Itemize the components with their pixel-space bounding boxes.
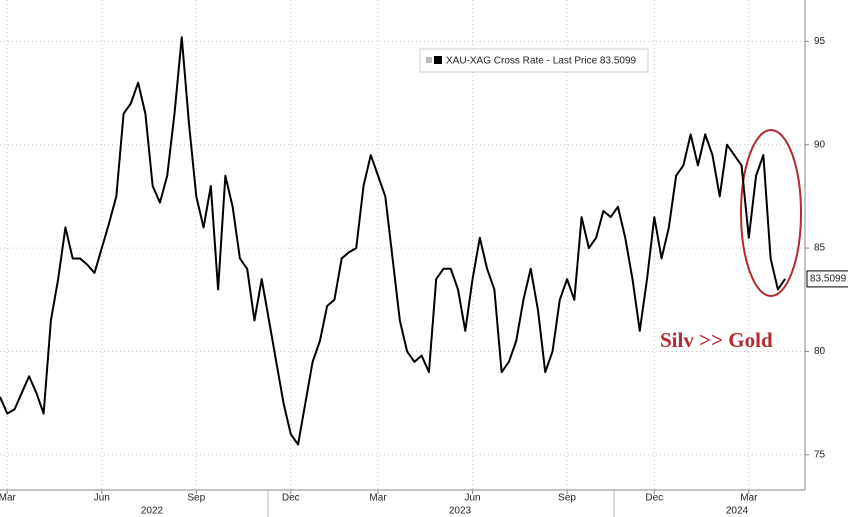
x-tick-label: Mar — [0, 493, 17, 504]
y-tick-label: 95 — [814, 36, 826, 47]
highlight-ellipse — [740, 129, 802, 297]
x-tick-label: Jun — [94, 493, 110, 504]
y-tick-label: 90 — [814, 139, 826, 150]
x-tick-label: Sep — [187, 493, 205, 504]
last-price-box — [806, 270, 848, 288]
legend-icon — [426, 57, 432, 63]
x-tick-label: Mar — [740, 493, 758, 504]
year-label: 2022 — [141, 506, 164, 517]
x-tick-label: Jun — [464, 493, 480, 504]
y-tick-label: 75 — [814, 449, 826, 460]
last-price-label: 83.5099 — [810, 274, 847, 285]
price-line — [0, 36, 786, 446]
legend-box — [419, 48, 649, 73]
x-tick-label: Mar — [369, 493, 387, 504]
legend-swatch — [434, 56, 442, 64]
x-tick-label: Dec — [282, 493, 300, 504]
x-tick-label: Dec — [645, 493, 663, 504]
year-label: 2024 — [726, 506, 749, 517]
year-label: 2023 — [449, 506, 472, 517]
y-tick-label: 80 — [814, 346, 826, 357]
x-tick-label: Sep — [558, 493, 576, 504]
legend-text: XAU-XAG Cross Rate - Last Price 83.5099 — [446, 56, 637, 67]
annotation: Silv >> Gold — [660, 328, 773, 352]
y-tick-label: 85 — [814, 243, 826, 254]
